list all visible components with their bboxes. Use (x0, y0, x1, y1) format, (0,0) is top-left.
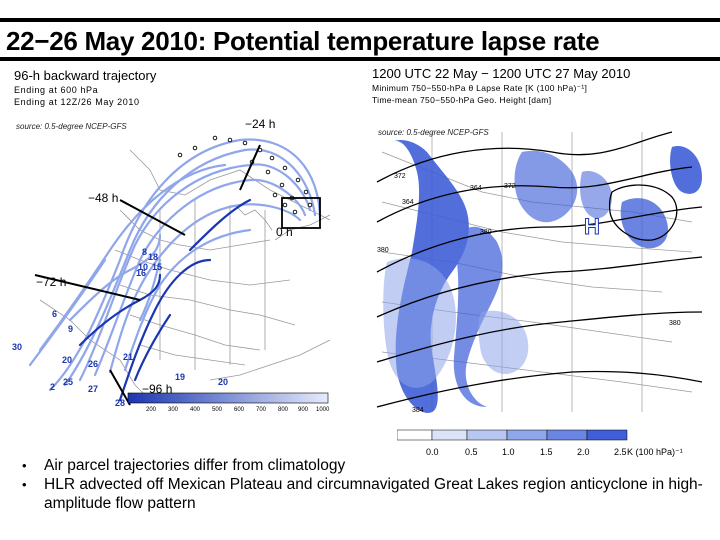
trajectory-map: −24 h −48 h 0 h −72 h −96 h 6 8 9 10 16 … (12, 117, 331, 413)
title-rule-bottom (0, 57, 720, 61)
pressure-tick: 400 (190, 407, 201, 413)
bullet-item: • HLR advected off Mexican Plateau and c… (22, 475, 712, 513)
level-number: 26 (88, 359, 98, 369)
colorbar-swatch (466, 429, 508, 441)
right-panel-heading: 1200 UTC 22 May − 1200 UTC 27 May 2010 (372, 66, 631, 81)
contour-label: 372 (504, 183, 516, 190)
level-number: 20 (62, 355, 72, 365)
contour-label: 380 (480, 229, 492, 236)
lapse-rate-map: 364 372 364 380 380 380 372 384 H (376, 131, 703, 414)
contour-label: 384 (412, 407, 424, 414)
bullet-symbol: • (22, 477, 27, 492)
bullet-text: Air parcel trajectories differ from clim… (44, 457, 346, 474)
height-contours (376, 131, 703, 408)
right-panel-subline-2: Time-mean 750−550-hPa Geo. Height [dam] (372, 95, 552, 105)
title-bar: 22−26 May 2010: Potential temperature la… (0, 18, 720, 66)
level-number: 15 (152, 262, 162, 272)
left-panel-subline-1: Ending at 600 hPa (14, 85, 99, 95)
level-number: 20 (218, 377, 228, 387)
level-number: 6 (52, 309, 57, 319)
colorbar-tick: 2.5 (614, 447, 627, 457)
time-label-0h: 0 h (276, 225, 293, 239)
pressure-tick: 900 (298, 407, 309, 413)
trajectory-markers (177, 135, 313, 215)
colorbar-swatch (397, 429, 433, 441)
level-number: 27 (88, 384, 98, 394)
time-label-48h: −48 h (88, 191, 118, 205)
colorbar-swatch (431, 429, 468, 441)
zero-hour-box (281, 197, 321, 229)
colorbar-tick: 1.5 (540, 447, 553, 457)
colorbar-tick: 0.0 (426, 447, 439, 457)
bullet-item: • Air parcel trajectories differ from cl… (22, 456, 712, 475)
right-source-note: source: 0.5-degree NCEP-GFS (378, 128, 489, 137)
bullet-text: HLR advected off Mexican Plateau and cir… (44, 476, 703, 512)
colorbar-swatch (586, 429, 628, 441)
left-source-note: source: 0.5-degree NCEP-GFS (16, 122, 127, 131)
colorbar-tick: 2.0 (577, 447, 590, 457)
basemap-lines (381, 132, 693, 412)
contour-label: 380 (669, 320, 681, 327)
time-label-24h: −24 h (245, 117, 275, 131)
level-number: 19 (175, 372, 185, 382)
pressure-tick: 300 (168, 407, 179, 413)
level-number: 16 (136, 268, 146, 278)
pressure-tick: 200 (146, 407, 157, 413)
time-label-72h: −72 h (36, 275, 66, 289)
level-number: 8 (142, 247, 147, 257)
left-panel-subline-2: Ending at 12Z/26 May 2010 (14, 97, 140, 107)
contour-label: 364 (470, 185, 482, 192)
colorbar (397, 429, 628, 441)
pressure-tick: 600 (234, 407, 245, 413)
pressure-tick: 1000 (316, 407, 330, 413)
lapse-rate-shading-light (383, 258, 529, 388)
right-panel-subline-1: Minimum 750−550-hPa θ Lapse Rate [K (100… (372, 83, 588, 93)
contour-label: 380 (377, 247, 389, 254)
level-number: 9 (68, 324, 73, 334)
pressure-tick: 700 (256, 407, 267, 413)
trajectories-light (28, 138, 322, 392)
level-number: 18 (148, 252, 158, 262)
bullet-list: • Air parcel trajectories differ from cl… (22, 456, 712, 513)
contour-label: 372 (394, 173, 406, 180)
colorbar-unit: K (100 hPa)⁻¹ (627, 447, 683, 457)
level-number: 28 (115, 398, 125, 408)
level-number: 25 (63, 377, 73, 387)
colorbar-tick: 0.5 (465, 447, 478, 457)
page-title: 22−26 May 2010: Potential temperature la… (6, 26, 600, 56)
colorbar-swatch (506, 429, 548, 441)
pressure-scale: 200 300 400 500 600 700 800 900 1000 (127, 392, 330, 413)
level-number: 2 (50, 382, 55, 392)
colorbar-swatch (546, 429, 588, 441)
level-number: 30 (12, 342, 22, 352)
left-panel-heading: 96-h backward trajectory (14, 68, 157, 83)
contour-label: 364 (402, 199, 414, 206)
bullet-symbol: • (22, 458, 27, 473)
time-segment-lines (34, 144, 261, 406)
level-number: 21 (123, 352, 133, 362)
pressure-tick: 500 (212, 407, 223, 413)
pressure-tick: 800 (278, 407, 289, 413)
title-rule-top (0, 18, 720, 22)
time-label-96h: −96 h (142, 382, 172, 396)
high-pressure-marker: H (584, 214, 600, 239)
colorbar-tick: 1.0 (502, 447, 515, 457)
trajectories-dark (78, 198, 252, 402)
level-number: 10 (138, 262, 148, 272)
